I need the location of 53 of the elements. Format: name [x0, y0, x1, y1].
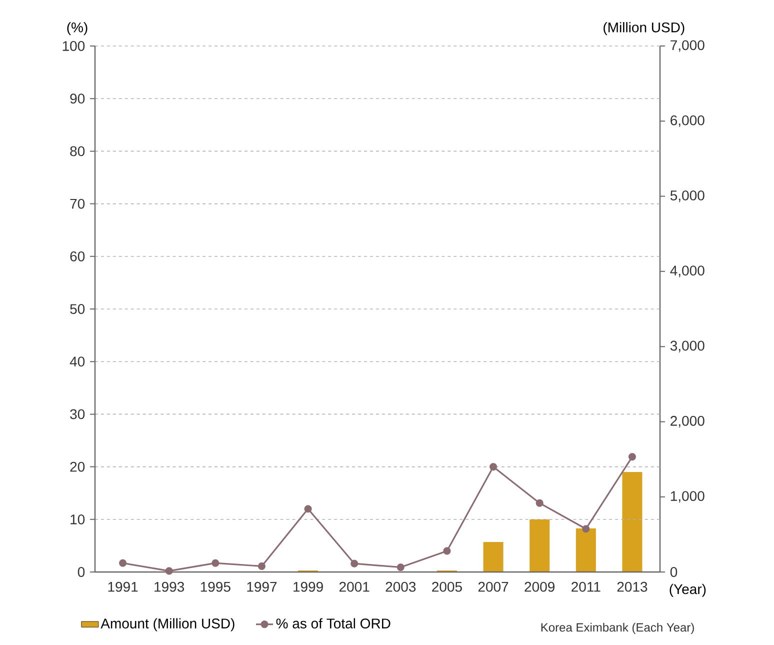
point — [489, 463, 498, 471]
bar — [530, 519, 550, 572]
legend-label: % as of Total ORD — [276, 618, 390, 628]
y2-tick-label: 4,000 — [670, 266, 704, 278]
y-tick-label: 100 — [62, 41, 85, 51]
y2-tick-label: 3,000 — [670, 340, 704, 352]
point — [396, 563, 404, 572]
point — [350, 560, 358, 568]
y-axis-title: (%) — [67, 22, 88, 36]
point — [536, 499, 544, 507]
x-tick-label: 1991 — [108, 582, 138, 592]
y2-tick-label: 7,000 — [670, 40, 704, 52]
point — [582, 525, 590, 533]
y2-tick-label: 5,000 — [670, 190, 704, 202]
y-tick-label: 40 — [70, 356, 85, 367]
bar — [483, 542, 504, 572]
point — [304, 505, 312, 513]
x-axis-title: (Year) — [670, 584, 706, 597]
point — [165, 567, 173, 575]
x-tick-label: 2003 — [386, 582, 416, 592]
point — [212, 559, 220, 567]
bar — [622, 472, 642, 572]
x-tick-label: 2009 — [524, 582, 554, 592]
x-tick-label: 1993 — [154, 582, 184, 592]
y-tick-label: 50 — [70, 304, 85, 314]
x-tick-label: 2001 — [339, 582, 370, 592]
y-tick-label: 70 — [70, 198, 85, 209]
x-tick-label: 2007 — [478, 582, 508, 592]
legend-label: Amount (Million USD) — [100, 618, 234, 632]
y2-axis-title: (Million USD) — [604, 22, 684, 36]
x-tick-label: 1997 — [247, 582, 277, 592]
text: Korea Eximbank (Each Year) — [541, 622, 694, 634]
x-tick-label: 1999 — [294, 582, 323, 592]
y-tick-label: 10 — [70, 514, 85, 524]
y-tick-label: 60 — [70, 251, 85, 262]
y2-tick-label: 2,000 — [670, 416, 704, 428]
y2-tick-label: 1,000 — [670, 491, 704, 503]
bar — [576, 528, 596, 572]
point — [258, 562, 266, 570]
y-tick-label: 20 — [70, 462, 85, 472]
x-tick-label: 2005 — [432, 582, 462, 592]
point — [628, 453, 636, 461]
x-tick-label: 2011 — [572, 582, 600, 592]
x-tick-label: 2013 — [617, 582, 648, 592]
x-tick-label: 1995 — [200, 582, 230, 592]
point — [119, 559, 127, 567]
y2-tick-label: 0 — [670, 567, 678, 577]
point — [443, 547, 451, 555]
y-tick-label: 90 — [70, 94, 85, 104]
y-tick-label: 80 — [70, 146, 85, 156]
y-tick-label: 0 — [78, 567, 85, 577]
y-tick-label: 30 — [70, 409, 85, 420]
y2-tick-label: 6,000 — [670, 115, 704, 127]
